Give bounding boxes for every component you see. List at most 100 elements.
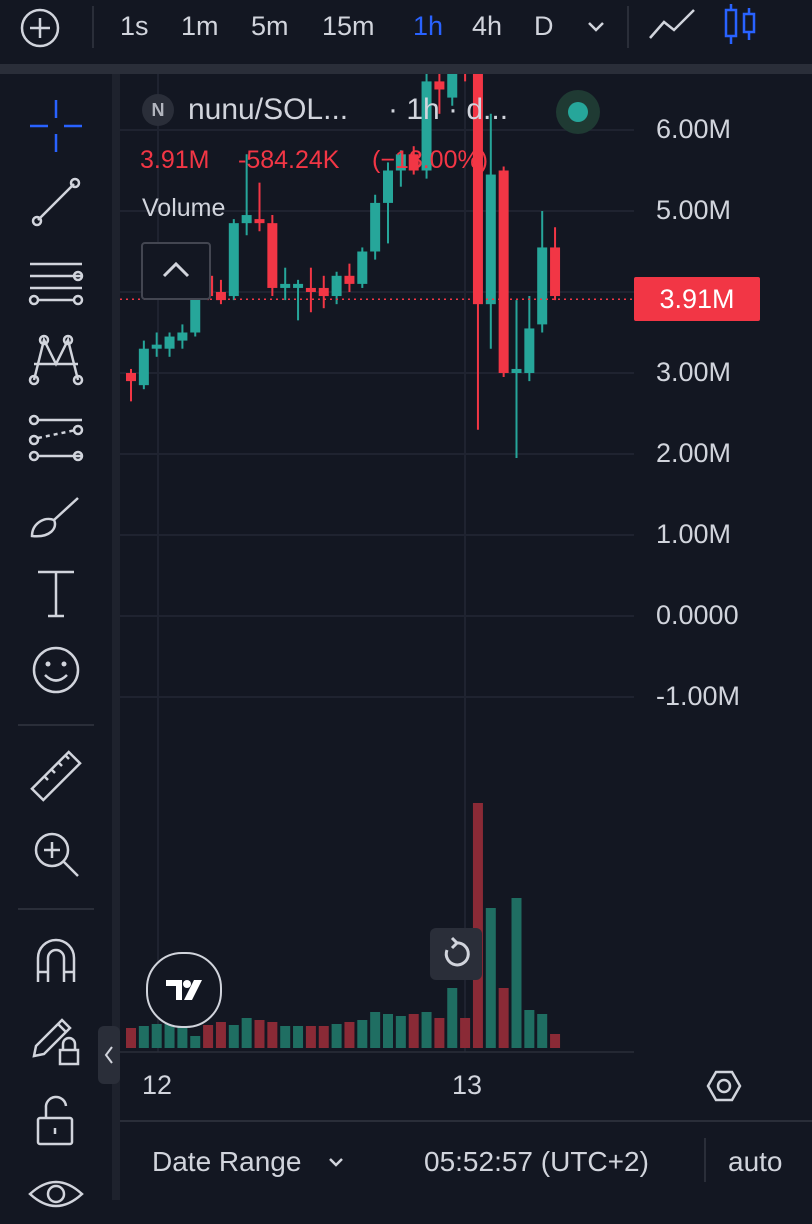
volume-bar xyxy=(267,1022,278,1048)
candle xyxy=(498,166,509,378)
timeframe-15m[interactable]: 15m xyxy=(322,11,375,41)
volume-bar xyxy=(293,1026,304,1048)
last-value: 3.91M xyxy=(140,146,210,174)
price-tick: -1.00M xyxy=(656,681,741,711)
forecast-icon[interactable] xyxy=(26,408,86,468)
tradingview-logo[interactable] xyxy=(146,952,222,1028)
candle xyxy=(434,74,445,114)
divider xyxy=(627,6,629,48)
timeframe-4h[interactable]: 4h xyxy=(472,11,503,41)
fib-retracement-icon[interactable] xyxy=(26,254,86,314)
volume-indicator-label[interactable]: Volume xyxy=(142,194,226,222)
timeframe-5m[interactable]: 5m xyxy=(251,11,289,41)
divider xyxy=(92,6,94,48)
eye-icon[interactable] xyxy=(26,1164,86,1224)
candle xyxy=(447,74,458,106)
volume-bar xyxy=(434,1018,445,1048)
volume-bar xyxy=(241,1018,252,1048)
ruler-icon[interactable] xyxy=(26,746,86,806)
change-value: -584.24K xyxy=(238,146,340,174)
magnet-icon[interactable] xyxy=(26,932,86,992)
candle xyxy=(550,227,561,301)
candle xyxy=(254,182,265,232)
candle xyxy=(241,154,252,236)
candle xyxy=(485,113,496,349)
unlock-icon[interactable] xyxy=(26,1090,86,1150)
candle xyxy=(164,332,175,357)
market-status-dot[interactable] xyxy=(556,90,600,134)
candle xyxy=(511,300,522,459)
lock-drawings-icon[interactable] xyxy=(26,1010,86,1070)
volume-bar xyxy=(177,1026,188,1048)
symbol-name[interactable]: nunu/SOL... xyxy=(188,93,349,126)
price-tick: 1.00M xyxy=(656,519,732,549)
collapse-toolbar-handle[interactable] xyxy=(98,1026,120,1084)
candle xyxy=(537,211,548,333)
symbol-badge[interactable]: N xyxy=(142,94,174,126)
change-percent: (−13.00%) xyxy=(372,146,489,174)
text-icon[interactable] xyxy=(26,564,86,624)
candle xyxy=(138,340,149,390)
candle xyxy=(305,267,316,313)
timeframe-1m[interactable]: 1m xyxy=(181,11,219,41)
chart-pane[interactable]: N nunu/SOL... · 1h · d... 3.91M -584.24K… xyxy=(120,74,812,1120)
volume-bar xyxy=(472,803,483,1048)
symbol-interval[interactable]: · 1h · d... xyxy=(388,93,509,126)
price-tick: 6.00M xyxy=(656,114,732,144)
price-tick: 5.00M xyxy=(656,195,732,225)
volume-bar xyxy=(254,1020,265,1048)
date-range-button[interactable]: Date Range xyxy=(152,1146,302,1177)
brush-icon[interactable] xyxy=(26,488,86,548)
line-chart-icon[interactable] xyxy=(646,4,698,44)
plus-circle-icon[interactable] xyxy=(18,6,62,50)
candle xyxy=(408,146,419,175)
candle xyxy=(421,74,432,179)
candle xyxy=(383,162,393,244)
crosshair-icon[interactable] xyxy=(26,96,86,156)
collapse-legend-button[interactable] xyxy=(141,242,211,300)
current-price-label: 3.91M xyxy=(634,277,760,322)
volume-bar xyxy=(203,1025,214,1048)
candle xyxy=(228,219,239,301)
volume-bar xyxy=(524,1010,535,1048)
price-tick: 0.0000 xyxy=(656,600,739,630)
volume-bar xyxy=(344,1022,355,1048)
reset-chart-button[interactable] xyxy=(430,928,482,980)
trend-line-icon[interactable] xyxy=(26,172,86,232)
candle xyxy=(344,263,355,292)
chevron-down-icon[interactable] xyxy=(582,12,610,40)
volume-bar xyxy=(318,1026,329,1048)
volume-bar xyxy=(357,1020,368,1048)
volume-bar xyxy=(485,908,496,1048)
chart-settings-icon[interactable] xyxy=(704,1066,744,1106)
candle xyxy=(177,324,188,349)
price-chart[interactable] xyxy=(120,74,812,1120)
candle xyxy=(472,74,483,430)
candle xyxy=(293,279,304,321)
chevron-down-icon[interactable] xyxy=(324,1150,348,1174)
clock-timezone[interactable]: 05:52:57 (UTC+2) xyxy=(424,1146,649,1177)
timeframe-1h[interactable]: 1h xyxy=(413,11,444,41)
volume-bar xyxy=(511,898,522,1048)
pattern-icon[interactable] xyxy=(26,330,86,390)
volume-bar xyxy=(228,1025,239,1048)
zoom-in-icon[interactable] xyxy=(26,824,86,884)
volume-bar xyxy=(126,1028,136,1048)
tradingview-logo-icon xyxy=(166,980,202,1000)
candle xyxy=(464,74,467,82)
candle xyxy=(318,275,329,309)
volume-bar xyxy=(421,1012,432,1048)
auto-scale-button[interactable]: auto xyxy=(728,1146,783,1177)
volume-bar xyxy=(164,1024,175,1048)
toolbar-divider xyxy=(18,724,94,726)
candlestick-icon[interactable] xyxy=(722,2,758,46)
timeframe-D[interactable]: D xyxy=(534,11,554,41)
volume-bar xyxy=(383,1014,393,1048)
candle xyxy=(126,368,136,402)
emoji-icon[interactable] xyxy=(26,640,86,700)
price-tick: 2.00M xyxy=(656,438,732,468)
candle xyxy=(151,332,162,357)
toolbar-divider xyxy=(18,908,94,910)
volume-bar xyxy=(408,1014,419,1048)
timeframe-1s[interactable]: 1s xyxy=(120,11,149,41)
